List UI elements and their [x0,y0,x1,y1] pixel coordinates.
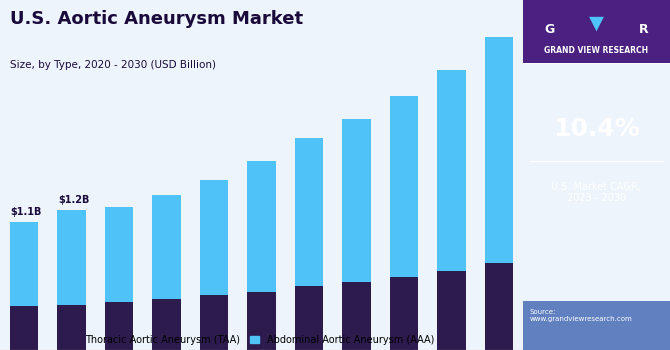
Text: GRAND VIEW RESEARCH: GRAND VIEW RESEARCH [544,46,649,55]
Bar [152,195,180,299]
Bar [105,302,133,350]
Text: G: G [544,23,554,36]
Bar [484,37,513,262]
Text: $1.1B: $1.1B [11,207,42,217]
Text: U.S. Market CAGR,
2023 - 2030: U.S. Market CAGR, 2023 - 2030 [551,182,641,203]
Text: U.S. Aortic Aneurysm Market: U.S. Aortic Aneurysm Market [11,10,304,28]
Bar [437,70,466,271]
FancyBboxPatch shape [523,301,670,350]
Bar [9,222,38,306]
Bar [247,292,275,350]
Bar [389,96,418,276]
Bar [342,282,371,350]
Bar [152,299,180,350]
Bar [57,304,86,350]
Text: $1.2B: $1.2B [58,195,89,205]
FancyBboxPatch shape [523,0,670,63]
Text: Source:
www.grandviewresearch.com: Source: www.grandviewresearch.com [530,308,632,322]
Bar [200,295,228,350]
Text: Size, by Type, 2020 - 2030 (USD Billion): Size, by Type, 2020 - 2030 (USD Billion) [11,60,216,70]
Bar [389,276,418,350]
Bar [295,138,323,286]
Bar [105,206,133,302]
Text: ▼: ▼ [589,13,604,32]
Bar [437,271,466,350]
Text: R: R [639,23,649,36]
Text: 10.4%: 10.4% [553,118,640,141]
Bar [57,210,86,304]
Bar [9,306,38,350]
Bar [295,286,323,350]
Legend: Thoracic Aortic Aneurysm (TAA), Abdominal Aortic Aneurysm (AAA): Thoracic Aortic Aneurysm (TAA), Abdomina… [64,331,438,349]
Bar [484,262,513,350]
Bar [247,161,275,292]
Bar [342,119,371,282]
Bar [200,180,228,295]
